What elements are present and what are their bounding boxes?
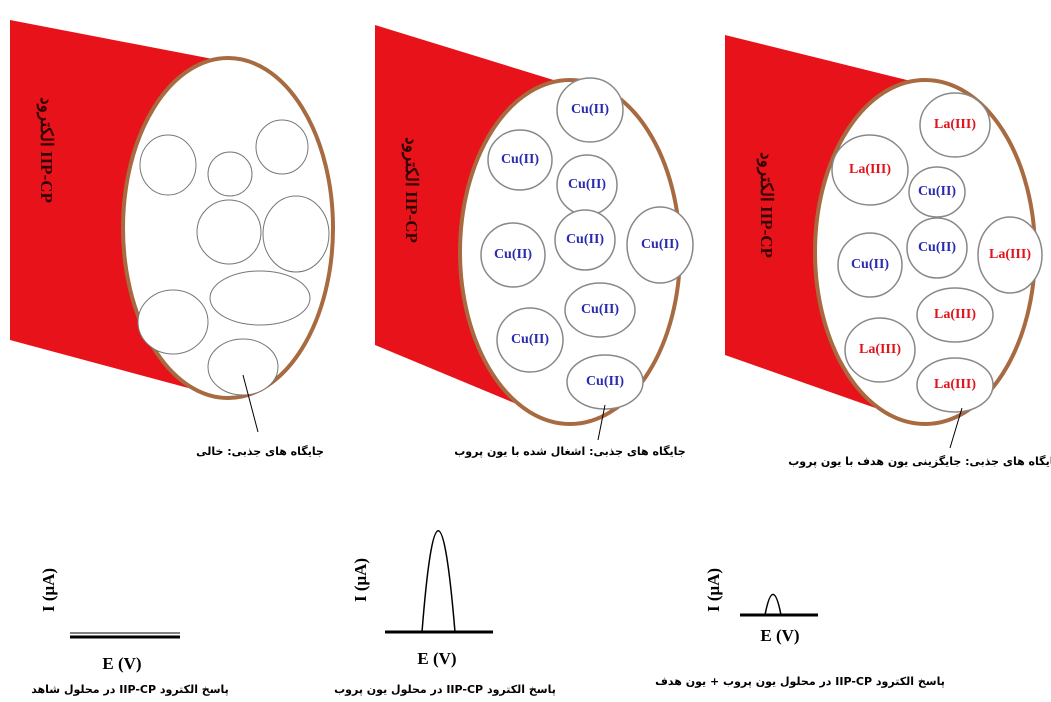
- response-caption: پاسخ الکترود IIP-CP در محلول یون پروب: [334, 683, 556, 696]
- peak: [764, 593, 782, 616]
- electrode-body: [10, 20, 218, 396]
- site-label: Cu(II): [568, 177, 606, 192]
- leader-line: [949, 407, 963, 449]
- site-label: Cu(II): [851, 257, 889, 272]
- x-axis-label: E (V): [102, 654, 141, 673]
- site-caption: جایگاه های جذبی: خالی: [196, 445, 324, 458]
- site: [556, 77, 624, 143]
- empty-site: [255, 119, 309, 175]
- site-label: Cu(II): [581, 302, 619, 317]
- site: [906, 217, 968, 279]
- site-label: Cu(II): [494, 247, 532, 262]
- empty-site: [196, 199, 262, 265]
- site: [487, 129, 553, 191]
- empty-site: [139, 134, 197, 196]
- site: [837, 232, 903, 298]
- site-label: Cu(II): [511, 332, 549, 347]
- y-axis-label: I (μA): [704, 568, 723, 612]
- electrode-label: الکترود IIP-CP: [36, 97, 56, 203]
- site: [977, 216, 1043, 294]
- site: [566, 354, 644, 410]
- empty-site: [207, 151, 253, 197]
- response-caption: پاسخ الکترود IIP-CP در محلول یون پروب + …: [655, 675, 945, 688]
- site-label: La(III): [859, 342, 901, 357]
- site-label: La(III): [934, 377, 976, 392]
- y-axis-label: I (μA): [39, 568, 58, 612]
- site-caption: جایگاه های جذبی: اشغال شده با یون پروب: [454, 445, 685, 458]
- site: [919, 92, 991, 158]
- site: [916, 357, 994, 413]
- site-label: Cu(II): [566, 232, 604, 247]
- y-axis-label: I (μA): [351, 558, 370, 602]
- x-axis-label: E (V): [417, 649, 456, 668]
- electrode-label: الکترود IIP-CP: [401, 137, 421, 243]
- electrode-label: الکترود IIP-CP: [756, 152, 776, 258]
- site-label: La(III): [934, 117, 976, 132]
- site-label: Cu(II): [571, 102, 609, 117]
- site-label: Cu(II): [586, 374, 624, 389]
- site-label: La(III): [849, 162, 891, 177]
- site: [908, 166, 966, 218]
- site-label: Cu(II): [641, 237, 679, 252]
- empty-site: [209, 270, 311, 326]
- site: [626, 206, 694, 284]
- site: [916, 287, 994, 343]
- site: [564, 282, 636, 338]
- site: [844, 317, 916, 383]
- leader-line: [242, 374, 259, 433]
- site: [496, 307, 564, 373]
- site-label: Cu(II): [501, 152, 539, 167]
- site-caption: جایگاه های جذبی: جایگزینی یون هدف با یون…: [788, 455, 1051, 468]
- leader-line: [597, 404, 606, 441]
- site-label: La(III): [934, 307, 976, 322]
- site: [831, 134, 909, 206]
- x-axis-label: E (V): [760, 626, 799, 645]
- peak: [421, 530, 456, 633]
- site-label: Cu(II): [918, 240, 956, 255]
- empty-site: [262, 195, 330, 273]
- site: [554, 209, 616, 271]
- response-caption: پاسخ الکترود IIP-CP در محلول شاهد: [31, 683, 229, 696]
- empty-site: [207, 338, 279, 396]
- site: [480, 222, 546, 288]
- site-label: La(III): [989, 247, 1031, 262]
- site-label: Cu(II): [918, 184, 956, 199]
- empty-site: [137, 289, 209, 355]
